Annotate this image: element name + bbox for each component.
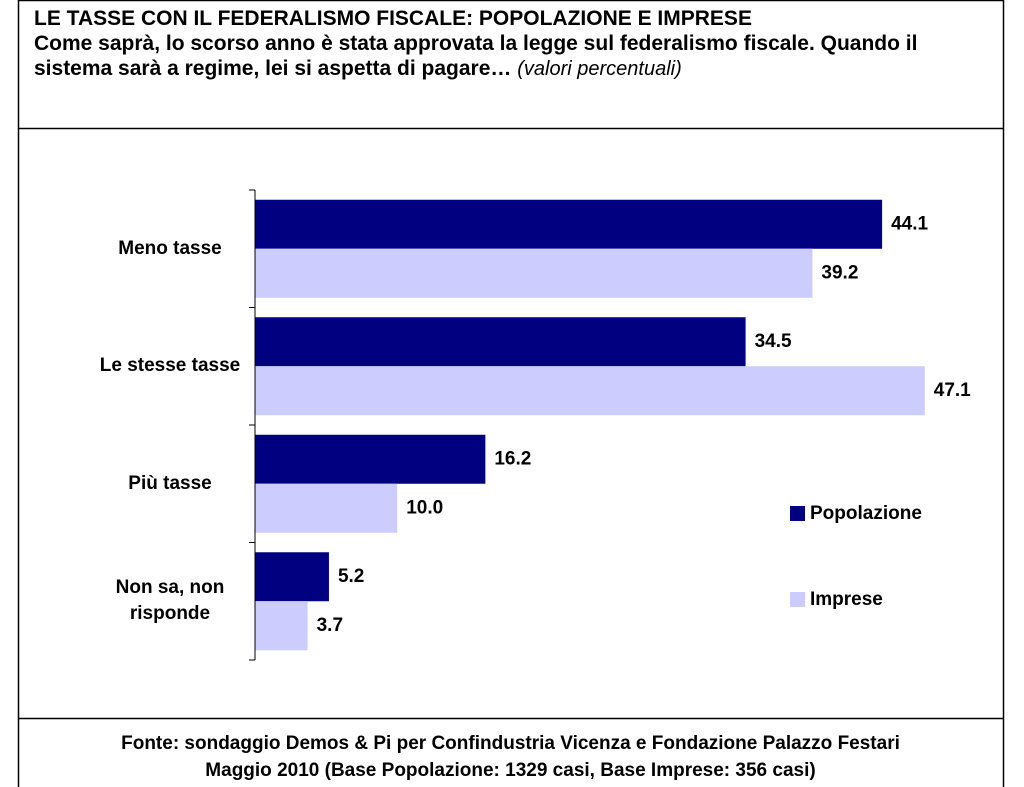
bar <box>255 248 813 298</box>
frame <box>17 0 1005 787</box>
bar <box>255 366 925 416</box>
value-label: 10.0 <box>406 497 443 518</box>
value-label: 44.1 <box>891 213 928 234</box>
subtitle: Come saprà, lo scorso anno è stata appro… <box>34 32 918 80</box>
value-label: 5.2 <box>338 566 364 587</box>
note: (valori percentuali) <box>517 58 682 80</box>
legend-swatch <box>790 506 805 521</box>
value-label: 34.5 <box>755 331 792 352</box>
legend-label: Popolazione <box>810 503 922 524</box>
value-label: 47.1 <box>934 380 971 401</box>
footer-line: Fonte: sondaggio Demos & Pi per Confindu… <box>121 733 900 754</box>
legend-swatch <box>790 592 805 607</box>
footer-line: Maggio 2010 (Base Popolazione: 1329 casi… <box>205 760 816 781</box>
value-label: 39.2 <box>821 262 858 283</box>
bar <box>255 552 329 602</box>
legend-label: Imprese <box>810 589 883 610</box>
bar <box>255 483 398 533</box>
header: LE TASSE CON IL FEDERALISMO FISCALE: POP… <box>34 6 994 82</box>
value-label: 16.2 <box>494 448 531 469</box>
category-label: Più tasse <box>128 472 212 494</box>
bar <box>255 199 883 249</box>
category-label: Meno tasse <box>118 237 222 259</box>
bar <box>255 317 746 367</box>
category-label: Non sa, non risponde <box>115 577 225 625</box>
value-label: 3.7 <box>317 615 343 636</box>
bar <box>255 434 486 484</box>
bar <box>255 601 308 651</box>
category-label: Le stesse tasse <box>99 355 241 377</box>
chart-title: LE TASSE CON IL FEDERALISMO FISCALE: POP… <box>34 7 752 30</box>
